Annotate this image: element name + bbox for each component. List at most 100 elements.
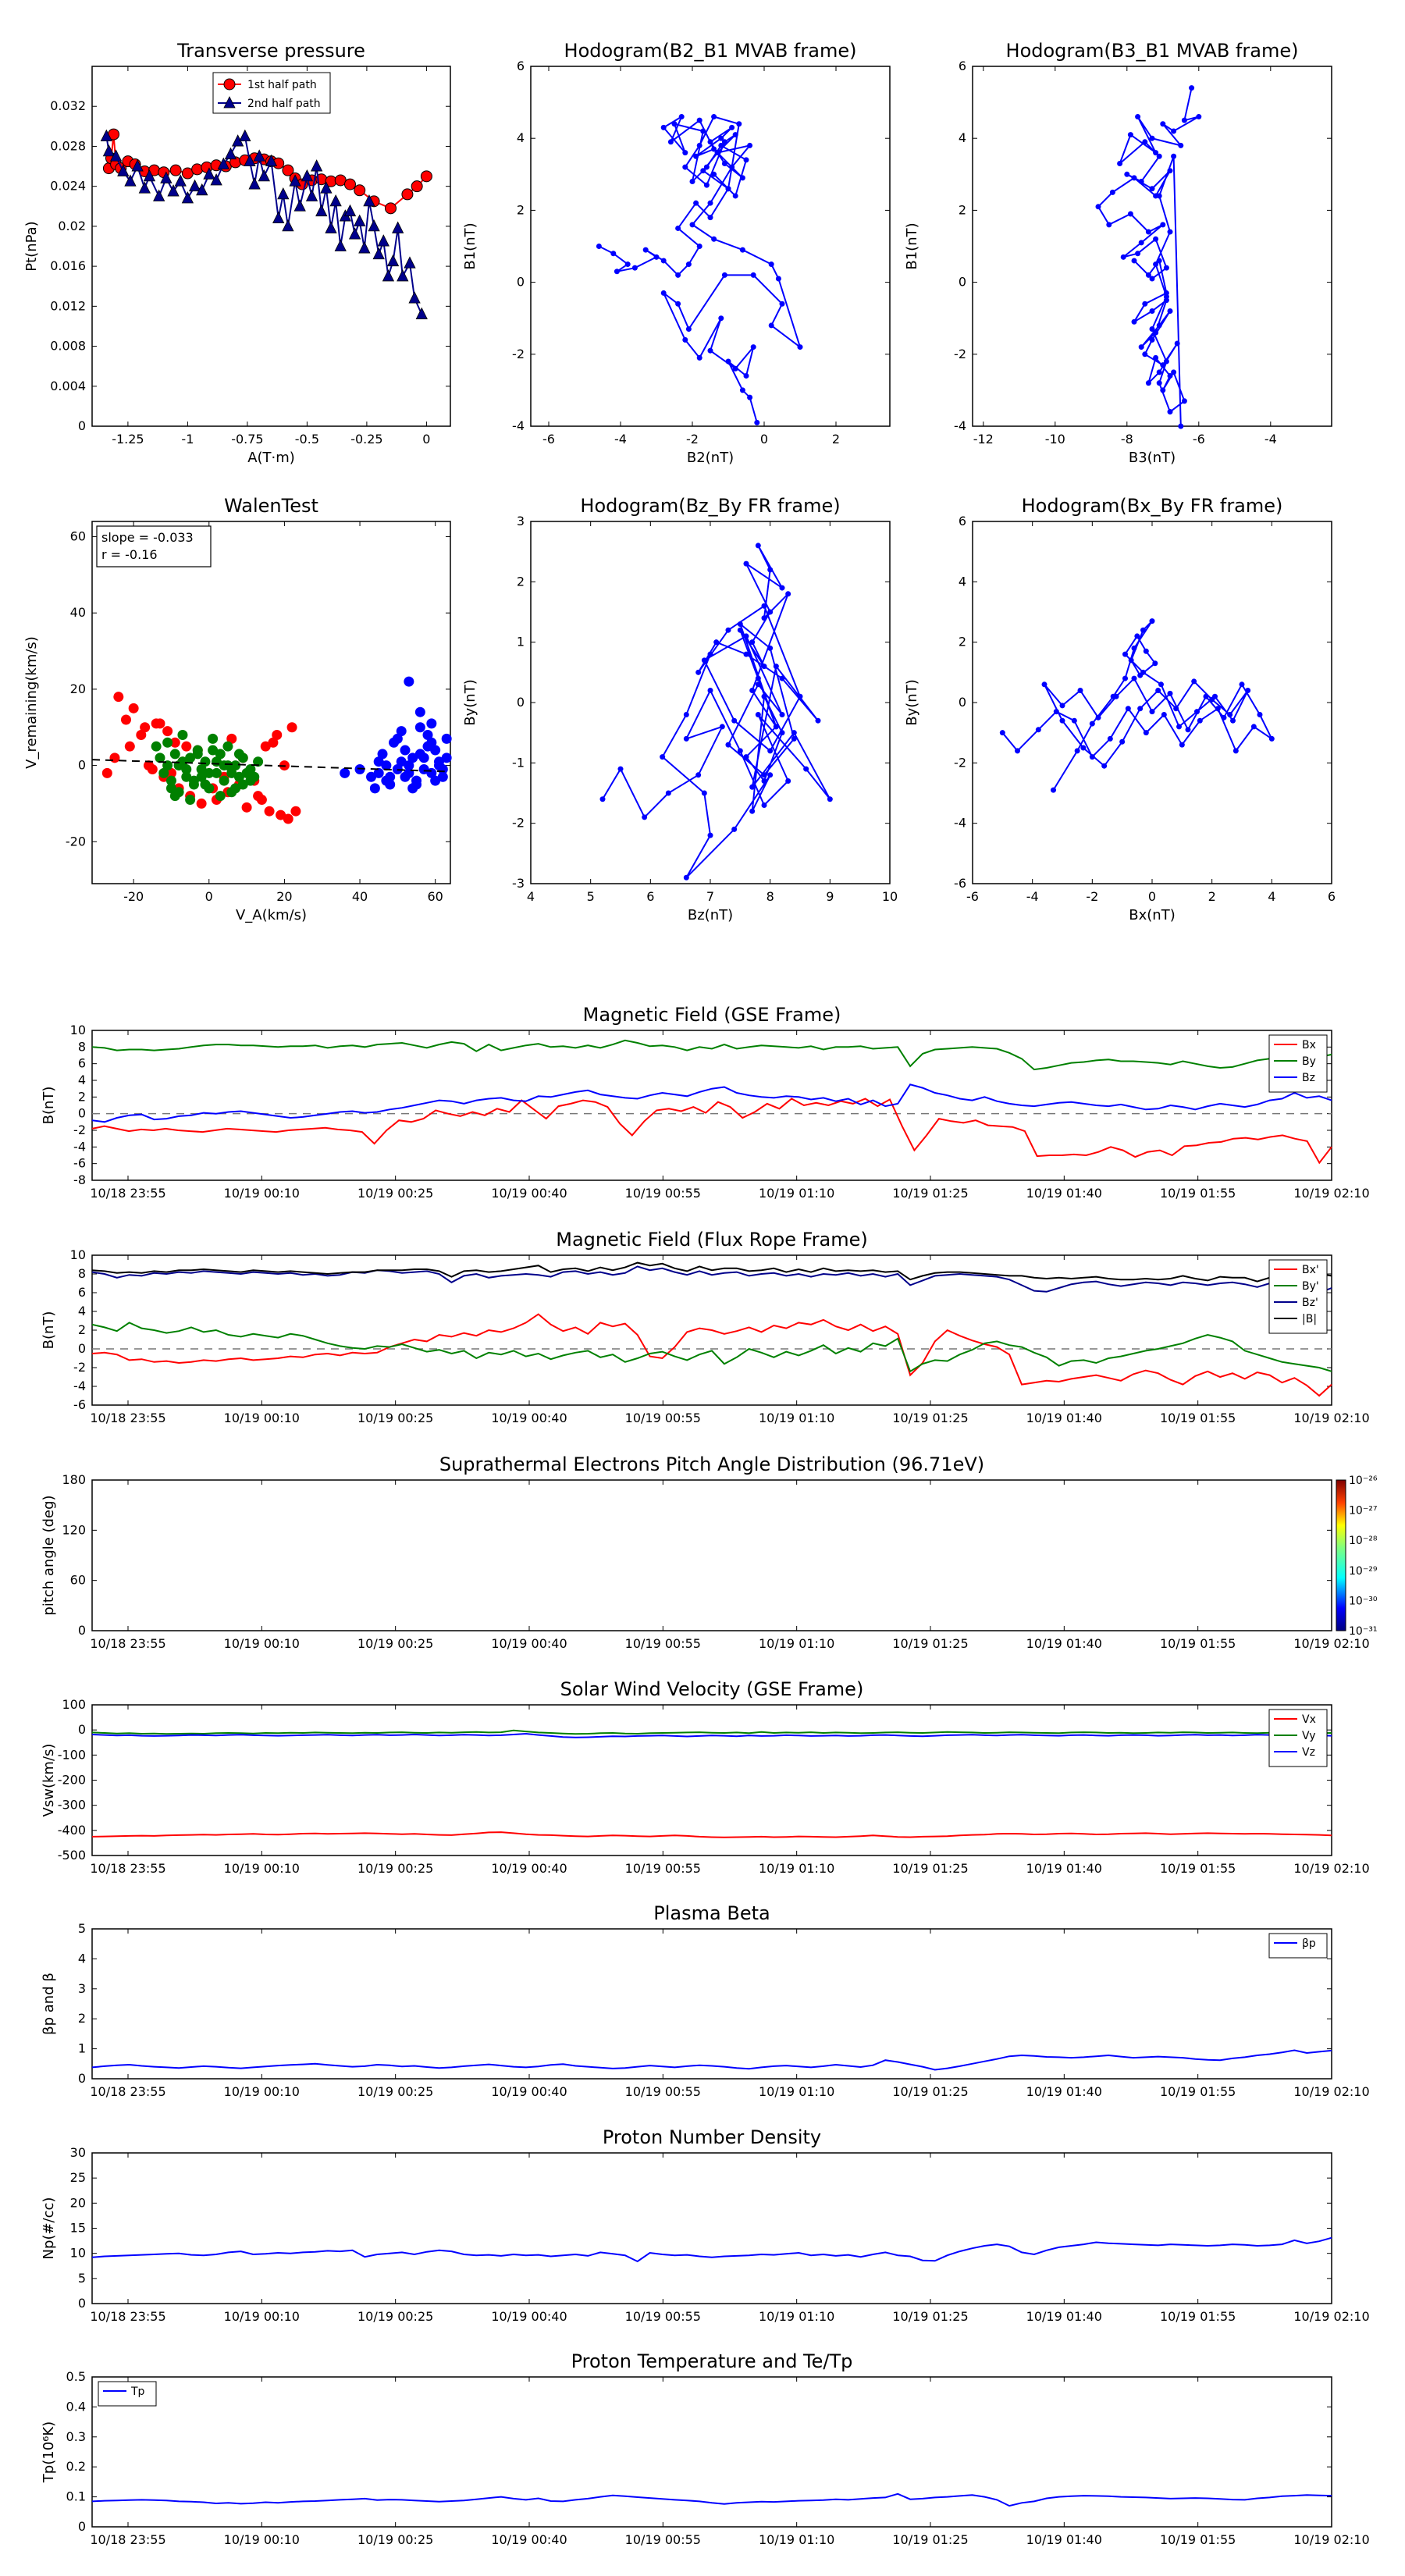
hodo_b2b1-point <box>747 142 753 148</box>
hodo_bzby-point <box>737 748 743 754</box>
np-xtick-label: 10/19 00:55 <box>625 2309 701 2324</box>
hodo_b3b1-point <box>1131 318 1137 325</box>
colorbar-tick-label: 10⁻²⁹ <box>1349 1565 1378 1578</box>
mag_gse-ytick-label: 2 <box>78 1089 86 1104</box>
np-ytick-label: 0 <box>78 2296 86 2311</box>
transverse-marker <box>282 164 294 176</box>
walen-point <box>230 760 241 771</box>
np-xtick-label: 10/19 01:55 <box>1160 2309 1236 2324</box>
hodo_bxby-point <box>1053 709 1059 715</box>
transverse-marker <box>363 194 375 207</box>
mag_gse-legend-label: Bx <box>1302 1039 1316 1051</box>
tp-ytick-label: 0.4 <box>66 2399 86 2414</box>
hodo_bzby-point <box>779 711 785 717</box>
mag_gse-xtick-label: 10/19 00:10 <box>224 1186 300 1201</box>
transverse-marker <box>248 177 261 190</box>
hodo_b3b1-point <box>1153 354 1159 361</box>
transverse-marker <box>282 219 294 232</box>
mag_gse-frame <box>91 1030 1332 1181</box>
hodo_bxby-point <box>1152 660 1158 667</box>
hodo_bzby-xtick-label: 7 <box>706 889 714 904</box>
hodo_b2b1-point <box>718 142 724 148</box>
walen-point <box>377 749 388 760</box>
hodo_bzby-point <box>797 693 803 699</box>
hodo_b2b1-point <box>689 222 695 228</box>
hodo_bzby-point <box>725 742 731 748</box>
hodo_b3b1-point <box>1156 369 1162 375</box>
hodo_bzby-point <box>599 796 606 802</box>
hodo_b3b1-point <box>1167 168 1173 174</box>
vsw-xtick-label: 10/19 02:10 <box>1293 1861 1369 1876</box>
beta-xtick-label: 10/19 00:10 <box>224 2084 300 2099</box>
hodo_b2b1-point <box>696 244 702 249</box>
hodo_bxby-ytick-label: 0 <box>959 695 966 710</box>
np-xtick-label: 10/19 00:10 <box>224 2309 300 2324</box>
vsw-xtick-label: 10/19 00:55 <box>625 1861 701 1876</box>
walen-point <box>177 756 188 767</box>
mag_fr-series-line <box>91 1313 1332 1397</box>
mag_fr-panel: Magnetic Field (Flux Rope Frame) -6 -4 -2 0 2… <box>41 1229 1370 1425</box>
hodo_b2b1-point <box>614 269 620 275</box>
hodo_bxby-point <box>1128 657 1134 664</box>
mag_fr-ylabel: B(nT) <box>41 1311 57 1350</box>
hodo_bxby-frame <box>972 521 1332 884</box>
walen-xtick-label: 60 <box>427 889 443 904</box>
vsw-series-line <box>91 1831 1332 1838</box>
walen-point <box>196 771 207 782</box>
hodo_b3b1-point <box>1095 204 1101 210</box>
transverse-frame <box>91 66 451 427</box>
hodo_b2b1-ytick-label: -4 <box>512 418 525 433</box>
walen-point <box>200 779 211 790</box>
transverse-ytick-label: 0.012 <box>50 298 86 313</box>
transverse-marker <box>289 174 301 187</box>
walen-point <box>208 733 219 744</box>
hodo_bzby-point <box>761 693 767 699</box>
pitch-xtick-label: 10/19 00:25 <box>357 1636 433 1651</box>
walen-point <box>404 767 414 778</box>
transverse-title: Transverse pressure <box>176 40 365 62</box>
hodo_bxby-point <box>1203 693 1209 699</box>
vsw-series-line <box>91 1732 1332 1738</box>
hodo_b3b1-point <box>1156 380 1162 386</box>
mag_gse-xtick-label: 10/19 01:25 <box>892 1186 968 1201</box>
transverse-marker <box>191 163 204 176</box>
pitch-xtick-label: 10/19 00:55 <box>625 1636 701 1651</box>
hodo_b3b1-point <box>1163 265 1169 271</box>
hodo_b3b1-point <box>1171 153 1177 159</box>
transverse-ytick-label: 0.028 <box>50 138 86 153</box>
walen-ytick-label: 0 <box>78 758 86 773</box>
np-xtick-label: 10/18 23:55 <box>90 2309 165 2324</box>
hodo_b3b1-xlabel: B3(nT) <box>1129 450 1176 466</box>
walen-point <box>268 737 279 748</box>
hodo_b3b1-point <box>1142 139 1148 145</box>
transverse-legend-marker <box>223 78 236 91</box>
walen-point <box>260 741 271 752</box>
transverse-marker <box>368 219 380 232</box>
pitch-ylabel: pitch angle (deg) <box>41 1495 57 1615</box>
hodo_bzby-point <box>683 735 689 742</box>
mag_gse-ytick-label: 6 <box>78 1056 86 1071</box>
hodo_b3b1-point <box>1153 236 1159 242</box>
hodo_bzby-point <box>761 603 767 609</box>
mag_gse-series-line <box>91 1098 1332 1165</box>
beta-xtick-label: 10/19 01:10 <box>759 2084 834 2099</box>
walen-point <box>204 767 215 778</box>
hodo_b2b1-point <box>703 182 710 188</box>
tp-ytick-label: 0 <box>78 2519 86 2534</box>
transverse-xtick-label: -0.5 <box>295 432 319 447</box>
transverse-marker <box>272 211 285 224</box>
hodo_bzby-point <box>755 675 761 681</box>
hodo_bxby-point <box>1167 690 1173 696</box>
hodo_bxby-point <box>1268 735 1275 742</box>
beta-ytick-label: 2 <box>78 2011 86 2026</box>
tp-title: Proton Temperature and Te/Tp <box>571 2350 853 2372</box>
hodo_b2b1-point <box>653 254 660 260</box>
vsw-legend-label: Vy <box>1302 1730 1316 1742</box>
hodo_bxby-point <box>1212 693 1218 699</box>
hodo_b2b1-point <box>721 139 727 145</box>
hodo_bzby-point <box>785 778 791 785</box>
transverse-marker <box>153 189 165 201</box>
hodo_bxby-point <box>1149 618 1155 624</box>
hodo_bxby-point <box>1143 648 1149 654</box>
hodo_bxby-ytick-label: 4 <box>959 574 966 589</box>
